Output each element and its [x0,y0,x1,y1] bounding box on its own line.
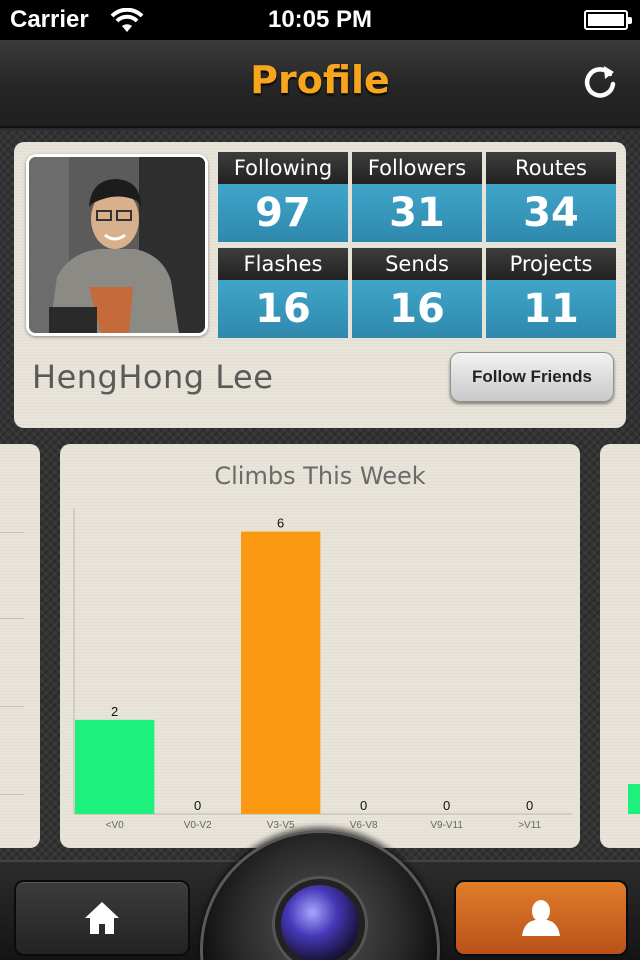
chart-data-label-4: 0 [443,798,450,813]
stat-sends[interactable]: Sends 16 [352,248,482,338]
stat-label: Followers [352,152,482,184]
home-tab-button[interactable] [14,880,190,956]
refresh-icon[interactable] [580,62,620,102]
chart-tick-label-0: <V0 [106,820,125,831]
stat-value: 11 [486,280,616,338]
next-chart-bar [628,784,640,814]
stat-label: Routes [486,152,616,184]
chart-tick-label-3: V6-V8 [350,820,378,831]
chart-bar-0 [75,719,155,814]
stat-value: 16 [218,280,348,338]
next-chart-card[interactable] [600,444,640,848]
stat-value: 34 [486,184,616,242]
previous-chart-card[interactable] [0,444,40,848]
camera-icon [275,879,365,960]
chart-title: Climbs This Week [214,462,426,490]
chart-data-label-0: 2 [111,704,118,719]
climbs-bar-chart: 2 <V0 0 V0-V2 6 V3-V5 0 V6-V8 0 V9-V11 0 >V11 [73,508,572,831]
stat-following[interactable]: Following 97 [218,152,348,242]
stat-label: Projects [486,248,616,280]
nav-bar: Profile [0,40,640,128]
chart-data-label-1: 0 [194,798,201,813]
stat-followers[interactable]: Followers 31 [352,152,482,242]
stat-projects[interactable]: Projects 11 [486,248,616,338]
wifi-icon [110,8,144,32]
home-icon [85,902,119,934]
profile-tab-button[interactable] [454,880,628,956]
chart-bar-2 [241,531,321,814]
stat-label: Following [218,152,348,184]
stat-value: 31 [352,184,482,242]
avatar[interactable] [26,154,208,336]
battery-icon [584,10,632,30]
chart-data-label-3: 0 [360,798,367,813]
follow-friends-button[interactable]: Follow Friends [450,352,614,402]
person-icon [522,900,560,936]
stat-value: 97 [218,184,348,242]
chart-tick-label-1: V0-V2 [184,820,212,831]
status-time: 10:05 PM [267,6,373,33]
stat-label: Flashes [218,248,348,280]
chart-tick-label-5: >V11 [518,820,541,831]
chart-tick-label-2: V3-V5 [267,820,295,831]
chart-data-label-5: 0 [526,798,533,813]
profile-card: Following 97 Followers 31 Routes 34 Flas… [14,142,626,428]
stat-flashes[interactable]: Flashes 16 [218,248,348,338]
stat-value: 16 [352,280,482,338]
profile-name: HengHong Lee [32,358,274,396]
stat-label: Sends [352,248,482,280]
carrier-label: Carrier [10,6,89,33]
chart-data-label-2: 6 [277,516,284,531]
climbs-chart-card: Climbs This Week 2 <V0 0 V0-V2 6 V3-V5 0 V6-V8 0… [60,444,580,848]
chart-tick-label-4: V9-V11 [430,820,463,831]
stat-routes[interactable]: Routes 34 [486,152,616,242]
status-bar: Carrier 10:05 PM [0,0,640,40]
page-title: Profile [250,58,390,102]
